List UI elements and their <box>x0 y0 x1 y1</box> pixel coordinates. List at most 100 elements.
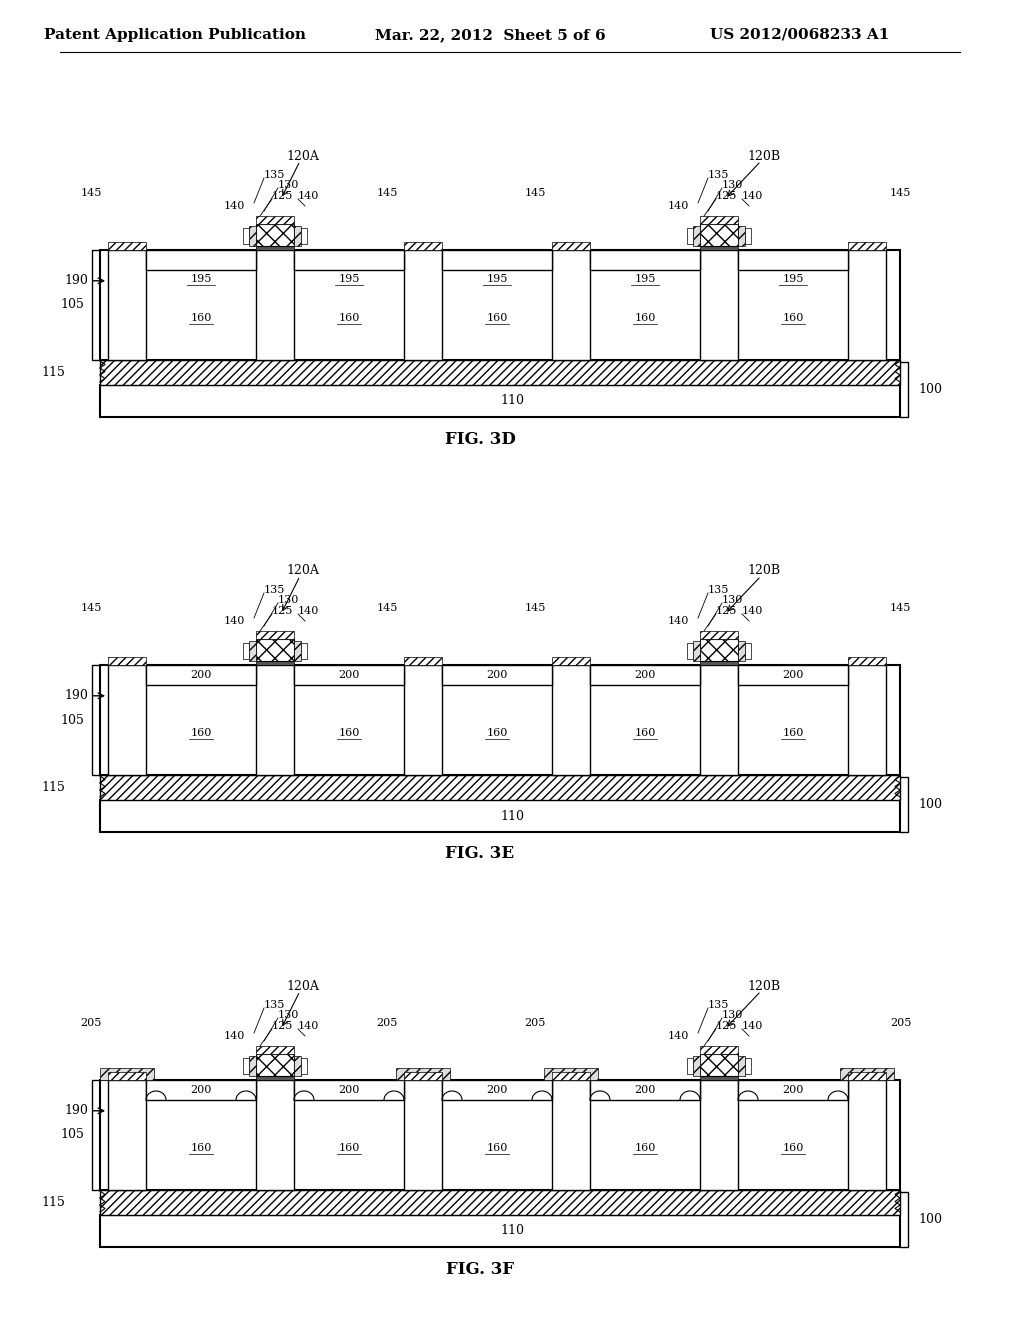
Text: 145: 145 <box>377 187 398 198</box>
Bar <box>552 1080 590 1191</box>
Text: 145: 145 <box>890 603 911 612</box>
Bar <box>590 1080 700 1100</box>
Bar <box>249 642 256 661</box>
Bar <box>442 1080 552 1100</box>
Text: 140: 140 <box>223 201 245 211</box>
Bar <box>404 1072 442 1080</box>
Text: 160: 160 <box>486 1143 508 1154</box>
Text: 130: 130 <box>278 1010 299 1020</box>
Bar <box>108 657 146 665</box>
Bar <box>848 249 886 360</box>
Text: 105: 105 <box>60 714 84 726</box>
Text: 205: 205 <box>377 1018 398 1028</box>
Text: 145: 145 <box>81 187 102 198</box>
Text: 140: 140 <box>668 1031 689 1041</box>
Bar <box>108 1072 146 1080</box>
Bar <box>256 1053 294 1076</box>
Bar <box>552 242 590 249</box>
Text: 145: 145 <box>524 187 546 198</box>
Text: 200: 200 <box>486 671 508 680</box>
Bar <box>404 665 442 775</box>
Text: 135: 135 <box>263 585 285 595</box>
Text: 160: 160 <box>782 729 804 738</box>
Text: 145: 145 <box>890 187 911 198</box>
Text: FIG. 3E: FIG. 3E <box>445 846 515 862</box>
Bar <box>396 1068 450 1080</box>
Bar <box>256 1045 294 1053</box>
Text: 200: 200 <box>486 1085 508 1096</box>
Bar <box>100 1080 900 1191</box>
Text: 110: 110 <box>500 395 524 408</box>
Text: 160: 160 <box>782 313 804 323</box>
Bar <box>256 246 294 249</box>
Bar <box>700 1076 738 1080</box>
Text: 200: 200 <box>782 1085 804 1096</box>
Bar <box>301 228 307 244</box>
Text: 145: 145 <box>524 603 546 612</box>
Text: 125: 125 <box>716 191 736 201</box>
Text: 140: 140 <box>668 616 689 626</box>
Bar <box>700 249 738 360</box>
Text: 200: 200 <box>634 671 655 680</box>
Text: 140: 140 <box>297 191 318 201</box>
Text: 160: 160 <box>634 729 655 738</box>
Bar <box>700 1045 738 1053</box>
Bar <box>100 360 900 385</box>
Text: 100: 100 <box>918 383 942 396</box>
Bar <box>294 1080 404 1100</box>
Text: 190: 190 <box>65 275 88 288</box>
Text: FIG. 3F: FIG. 3F <box>445 1261 514 1278</box>
Text: 190: 190 <box>65 1105 88 1117</box>
Text: 140: 140 <box>668 201 689 211</box>
Bar <box>738 249 848 271</box>
Text: 100: 100 <box>918 1213 942 1226</box>
Text: 200: 200 <box>338 671 359 680</box>
Bar <box>256 249 294 360</box>
Bar <box>687 643 693 659</box>
Bar <box>243 228 249 244</box>
Text: 135: 135 <box>263 1001 285 1010</box>
Bar <box>100 800 900 832</box>
Text: 200: 200 <box>634 1085 655 1096</box>
Text: 120A: 120A <box>287 979 319 993</box>
Text: 195: 195 <box>634 275 655 284</box>
Text: 140: 140 <box>223 616 245 626</box>
Bar <box>738 665 848 685</box>
Text: 135: 135 <box>708 1001 729 1010</box>
Bar <box>294 665 404 685</box>
Bar <box>700 631 738 639</box>
Text: 115: 115 <box>41 366 65 379</box>
Bar <box>256 224 294 246</box>
Bar <box>693 1056 700 1076</box>
Text: 125: 125 <box>271 1020 293 1031</box>
Text: 135: 135 <box>708 585 729 595</box>
Text: 160: 160 <box>190 313 212 323</box>
Bar <box>738 1080 848 1100</box>
Bar <box>700 1053 738 1076</box>
Bar <box>100 249 900 360</box>
Bar <box>256 631 294 639</box>
Bar <box>108 249 146 360</box>
Bar <box>100 1191 900 1214</box>
Text: 200: 200 <box>782 671 804 680</box>
Text: 140: 140 <box>297 1020 318 1031</box>
Text: 160: 160 <box>634 1143 655 1154</box>
Bar <box>100 1214 900 1247</box>
Text: 115: 115 <box>41 1196 65 1209</box>
Bar <box>146 249 256 271</box>
Text: 100: 100 <box>918 799 942 810</box>
Bar <box>442 249 552 271</box>
Text: 110: 110 <box>500 809 524 822</box>
Bar <box>693 642 700 661</box>
Bar <box>256 1080 294 1191</box>
Bar <box>738 226 745 246</box>
Bar <box>100 385 900 417</box>
Bar <box>256 665 294 775</box>
Bar <box>146 1080 256 1100</box>
Text: 140: 140 <box>741 1020 763 1031</box>
Bar <box>745 228 751 244</box>
Text: 110: 110 <box>500 1225 524 1238</box>
Text: 120A: 120A <box>287 565 319 578</box>
Text: 105: 105 <box>60 298 84 312</box>
Text: 200: 200 <box>190 671 212 680</box>
